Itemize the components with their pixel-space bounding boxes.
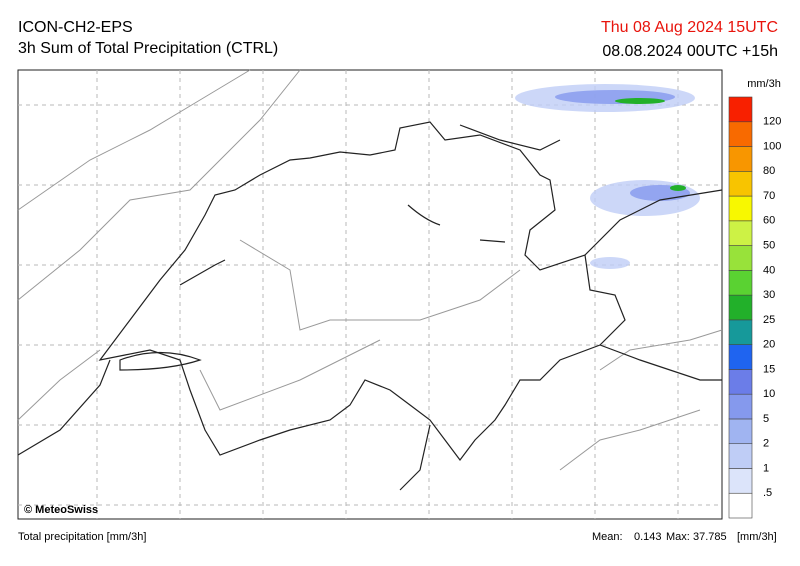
legend-swatch — [728, 492, 753, 519]
map-frame — [17, 69, 723, 520]
legend-label: 5 — [763, 413, 769, 425]
country-border — [17, 121, 723, 491]
mean-value: 0.143 — [634, 531, 662, 543]
legend-label: 120 — [763, 116, 781, 128]
regional-borders — [17, 69, 723, 471]
legend-label: 25 — [763, 314, 775, 326]
legend-swatch — [728, 369, 753, 395]
legend-swatch — [728, 344, 753, 370]
legend-label: 40 — [763, 264, 775, 276]
legend-label: 2 — [763, 438, 769, 450]
legend-swatch — [728, 270, 753, 296]
legend-label: 50 — [763, 239, 775, 251]
legend-swatch — [728, 245, 753, 271]
credit: © MeteoSwiss — [24, 504, 98, 516]
legend-label: 60 — [763, 215, 775, 227]
footer-unit: [mm/3h] — [737, 531, 777, 543]
legend-label: 20 — [763, 339, 775, 351]
legend-label: 15 — [763, 363, 775, 375]
legend-label: 100 — [763, 140, 781, 152]
map: © MeteoSwiss — [17, 69, 723, 520]
legend-swatch — [728, 443, 753, 469]
legend-swatch — [728, 294, 753, 321]
legend-swatch — [728, 393, 753, 420]
legend-unit: mm/3h — [747, 78, 781, 90]
legend-label: 70 — [763, 190, 775, 202]
legend-swatch — [728, 319, 753, 345]
legend-swatch — [728, 146, 753, 172]
footer-variable: Total precipitation [mm/3h] — [18, 531, 146, 543]
max-label: Max: — [666, 531, 690, 543]
legend-swatch — [728, 418, 753, 445]
valid-time: Thu 08 Aug 2024 15UTC — [601, 19, 778, 36]
legend-swatch — [728, 96, 753, 123]
legend-swatch — [728, 170, 753, 197]
max-value: 37.785 — [693, 531, 727, 543]
graticule — [18, 70, 722, 519]
legend-label: 1 — [763, 462, 769, 474]
legend-label: 10 — [763, 388, 775, 400]
legend-swatch — [728, 468, 753, 494]
legend-label: 30 — [763, 289, 775, 301]
legend-label: 80 — [763, 165, 775, 177]
legend-label: .5 — [763, 487, 772, 499]
legend-swatch — [728, 121, 753, 147]
subtitle: 3h Sum of Total Precipitation (CTRL) — [18, 40, 278, 57]
title: ICON-CH2-EPS — [18, 19, 133, 36]
run-time: 08.08.2024 00UTC +15h — [602, 43, 778, 60]
legend-swatch — [728, 220, 753, 246]
mean-label: Mean: — [592, 531, 623, 543]
legend-swatch — [728, 195, 753, 222]
